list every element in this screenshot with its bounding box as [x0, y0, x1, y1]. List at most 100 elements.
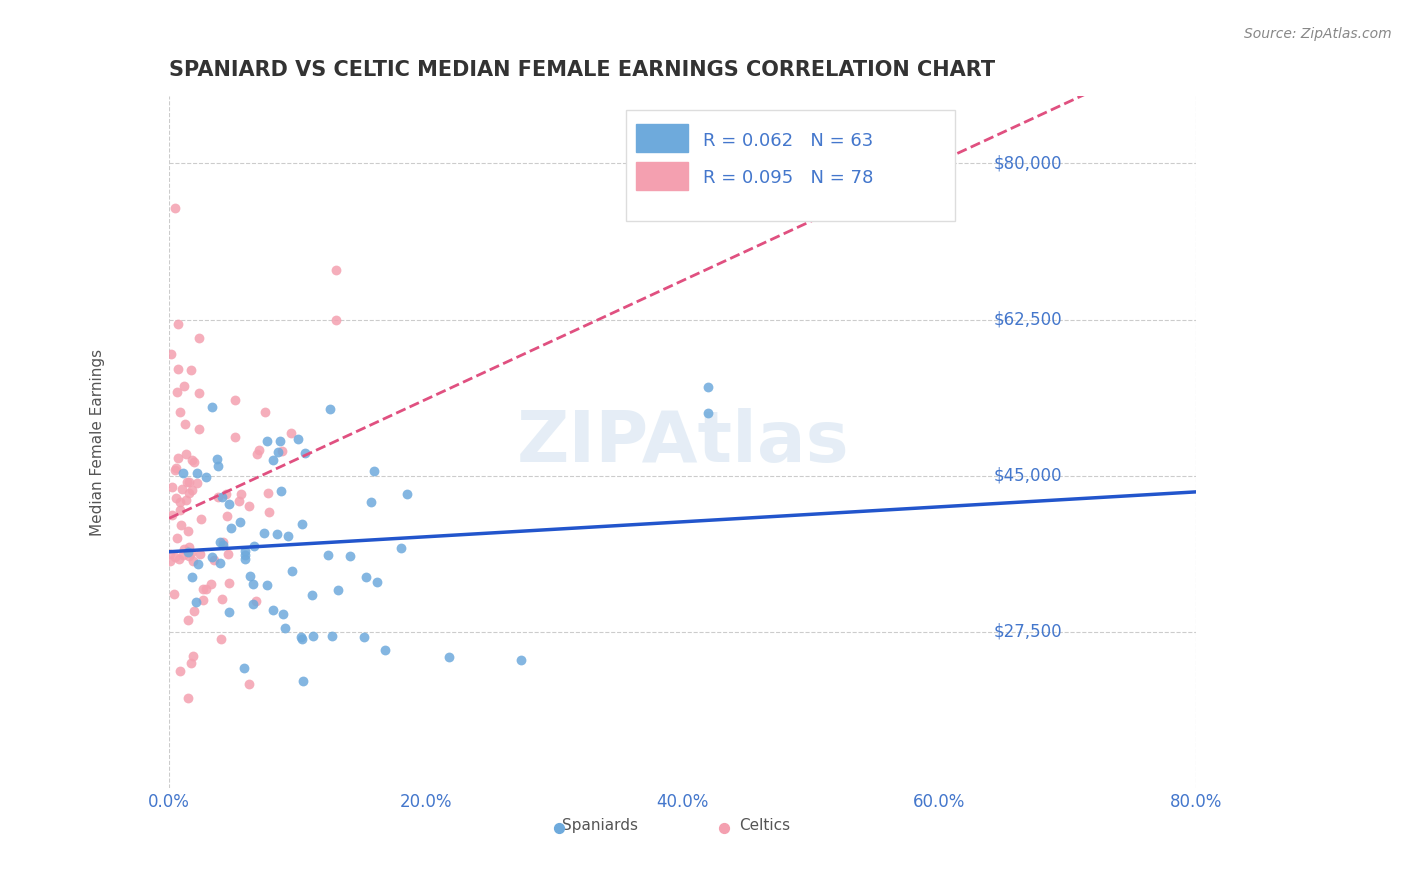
Point — [291, 516, 314, 531]
Point — [510, 653, 533, 667]
Point — [354, 570, 377, 584]
Text: $80,000: $80,000 — [994, 154, 1063, 172]
Point — [229, 515, 252, 529]
Text: Source: ZipAtlas.com: Source: ZipAtlas.com — [1244, 27, 1392, 41]
Point — [191, 582, 214, 596]
Point — [215, 508, 238, 523]
Point — [697, 379, 720, 393]
Point — [287, 432, 309, 446]
Point — [202, 552, 225, 566]
Point — [181, 554, 204, 568]
Point — [176, 614, 198, 628]
Point — [194, 470, 217, 484]
Point — [172, 548, 194, 562]
Point — [218, 575, 240, 590]
Point — [221, 521, 243, 535]
Point — [291, 632, 314, 646]
Point — [173, 541, 195, 556]
FancyBboxPatch shape — [626, 111, 955, 221]
Point — [209, 632, 232, 647]
Point — [176, 475, 198, 489]
Point — [166, 451, 188, 466]
Point — [232, 661, 254, 675]
Point — [166, 362, 188, 376]
Point — [180, 362, 202, 376]
Point — [271, 443, 294, 458]
Point — [301, 588, 323, 602]
Point — [211, 490, 233, 504]
Point — [160, 508, 183, 522]
Point — [163, 587, 186, 601]
Point — [208, 556, 231, 570]
Bar — [637, 162, 688, 190]
Point — [325, 263, 347, 277]
Text: $62,500: $62,500 — [994, 310, 1063, 328]
Point — [177, 486, 200, 500]
Point — [187, 386, 209, 401]
Point — [389, 541, 412, 555]
Point — [277, 529, 299, 543]
Point — [253, 405, 276, 419]
Point — [177, 545, 200, 559]
Point — [163, 550, 186, 565]
Point — [242, 598, 264, 612]
Point — [165, 462, 187, 476]
Point — [183, 455, 205, 469]
Point — [256, 486, 278, 500]
Point — [266, 526, 288, 541]
Point — [194, 582, 217, 597]
Point — [174, 493, 197, 508]
Point — [208, 534, 231, 549]
Point — [292, 673, 315, 688]
Point — [290, 631, 312, 645]
Point — [183, 604, 205, 618]
Point — [316, 548, 339, 562]
Point — [243, 539, 266, 553]
Point — [165, 460, 187, 475]
Point — [201, 400, 224, 414]
Point — [224, 430, 246, 444]
Text: Spaniards: Spaniards — [562, 818, 638, 833]
Text: $45,000: $45,000 — [994, 467, 1063, 484]
Point — [319, 402, 342, 417]
Point — [180, 483, 202, 497]
Point — [437, 649, 460, 664]
Point — [186, 475, 208, 490]
Point — [246, 447, 269, 461]
Point — [325, 312, 347, 326]
Point — [190, 512, 212, 526]
Point — [166, 317, 188, 331]
Point — [270, 483, 292, 498]
Point — [253, 525, 276, 540]
Bar — [637, 124, 688, 152]
Point — [211, 592, 233, 607]
Point — [211, 538, 233, 552]
Point — [271, 607, 294, 622]
Point — [207, 459, 229, 474]
Point — [697, 406, 720, 420]
Point — [294, 446, 316, 460]
Point — [257, 505, 280, 519]
Point — [274, 621, 297, 635]
Point — [186, 466, 208, 480]
Point — [218, 605, 240, 619]
Point — [174, 447, 197, 461]
Point — [215, 486, 238, 500]
Point — [224, 393, 246, 408]
Point — [172, 467, 194, 481]
Point — [360, 494, 382, 508]
Point — [173, 417, 195, 431]
Point — [363, 464, 385, 478]
Point — [245, 594, 267, 608]
Text: Median Female Earnings: Median Female Earnings — [90, 349, 104, 536]
Text: ZIPAtlas: ZIPAtlas — [516, 408, 849, 477]
Point — [851, 871, 873, 885]
Point — [177, 524, 200, 538]
Point — [212, 535, 235, 549]
Point — [353, 630, 375, 644]
Point — [239, 569, 262, 583]
Point — [169, 503, 191, 517]
Point — [238, 499, 260, 513]
Point — [165, 201, 187, 215]
Point — [238, 677, 260, 691]
